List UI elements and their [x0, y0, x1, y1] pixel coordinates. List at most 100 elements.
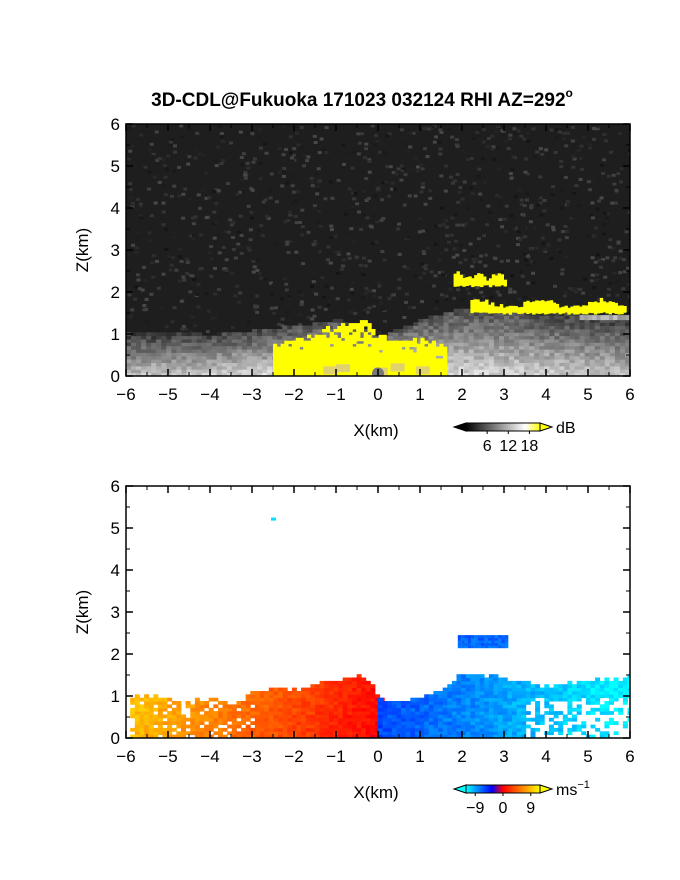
noise-cell: [212, 210, 217, 214]
echo-cell: [549, 342, 555, 347]
noise-cell: [382, 258, 387, 262]
echo-cell: [186, 369, 192, 374]
noise-cell: [281, 153, 286, 157]
noise-cell: [451, 181, 455, 185]
echo-cell: [333, 352, 338, 356]
noise-cell: [290, 184, 295, 188]
velocity-cell: [405, 704, 411, 709]
velocity-cell: [442, 727, 448, 732]
echo-cell: [126, 359, 132, 363]
echo-cell: [554, 352, 560, 357]
velocity-cell: [347, 697, 353, 702]
echo-cell: [241, 352, 248, 357]
velocity-cell: [134, 694, 140, 699]
echo-cell: [299, 364, 304, 368]
cloud-cell: [558, 309, 562, 313]
velocity-cell: [259, 724, 265, 729]
noise-cell: [499, 270, 504, 274]
velocity-cell: [208, 711, 214, 715]
echo-cell: [359, 364, 365, 368]
velocity-cell: [451, 727, 457, 732]
velocity-cell: [153, 731, 159, 736]
echo-cell: [393, 332, 399, 337]
noise-cell: [478, 260, 482, 264]
echo-cell: [211, 365, 218, 370]
velocity-cell: [415, 711, 420, 715]
echo-cell: [609, 335, 616, 340]
echo-cell: [348, 340, 353, 345]
noise-cell: [193, 324, 198, 328]
noise-cell: [597, 280, 602, 283]
cloud-cell: [599, 304, 604, 307]
cloud-cell: [471, 280, 475, 283]
echo-cell: [559, 349, 565, 353]
noise-cell: [353, 191, 358, 195]
echo-cell: [579, 332, 586, 337]
velocity-cell: [401, 707, 407, 712]
velocity-cell: [204, 734, 210, 738]
velocity-cell: [405, 701, 411, 705]
velocity-cell: [396, 731, 402, 736]
echo-cell: [544, 349, 550, 353]
velocity-cell: [204, 717, 210, 722]
echo-cell: [131, 365, 137, 370]
noise-cell: [269, 172, 274, 176]
echo-cell: [325, 358, 331, 362]
cloud-cell: [485, 280, 490, 284]
echo-cell: [549, 355, 555, 360]
cloud-cell: [491, 278, 496, 282]
echo-cell: [322, 337, 327, 342]
cloud-cell: [609, 315, 614, 321]
echo-cell: [493, 365, 500, 370]
noise-cell: [342, 162, 346, 166]
echo-cell: [544, 325, 550, 330]
noise-cell: [250, 132, 255, 136]
velocity-cell: [433, 697, 439, 702]
echo-cell: [412, 343, 418, 348]
cloud-cell: [505, 306, 510, 310]
velocity-cell: [185, 724, 191, 729]
echo-cell: [337, 355, 342, 359]
cloud-cell: [620, 311, 624, 315]
echo-cell: [614, 369, 621, 374]
echo-cell: [216, 359, 223, 363]
cloud-cell: [561, 310, 565, 314]
noise-cell: [495, 193, 500, 197]
cloud-cell: [579, 315, 585, 321]
velocity-cell: [352, 677, 357, 682]
cloud-cell: [477, 275, 481, 278]
echo-cell: [544, 365, 550, 370]
noise-cell: [615, 279, 620, 283]
velocity-cell: [415, 707, 420, 712]
velocity-cell: [447, 707, 453, 712]
echo-cell: [307, 325, 313, 330]
noise-cell: [271, 283, 276, 287]
velocity-cell: [305, 711, 311, 715]
velocity-cell: [338, 727, 344, 732]
noise-cell: [448, 287, 453, 291]
echo-cell: [453, 355, 460, 360]
noise-cell: [298, 221, 302, 224]
velocity-cell: [356, 714, 362, 719]
velocity-cell: [428, 701, 434, 705]
cloud-cell: [517, 311, 521, 314]
echo-cell: [348, 337, 353, 342]
noise-cell: [393, 187, 398, 191]
echo-cell: [549, 362, 555, 367]
echo-cell: [262, 362, 268, 367]
echo-cell: [276, 361, 281, 365]
velocity-cell: [352, 680, 357, 685]
velocity-cell: [333, 724, 339, 729]
velocity-cell: [171, 701, 177, 705]
noise-cell: [324, 126, 329, 130]
velocity-cell: [157, 711, 163, 715]
velocity-cell: [185, 731, 191, 736]
echo-cell: [599, 352, 606, 357]
echo-cell: [291, 358, 297, 362]
echo-cell: [344, 346, 349, 350]
velocity-cell: [324, 691, 330, 695]
cloud-cell: [558, 307, 562, 311]
noise-cell: [139, 133, 144, 137]
echo-cell: [412, 352, 418, 356]
velocity-cell: [310, 701, 316, 705]
